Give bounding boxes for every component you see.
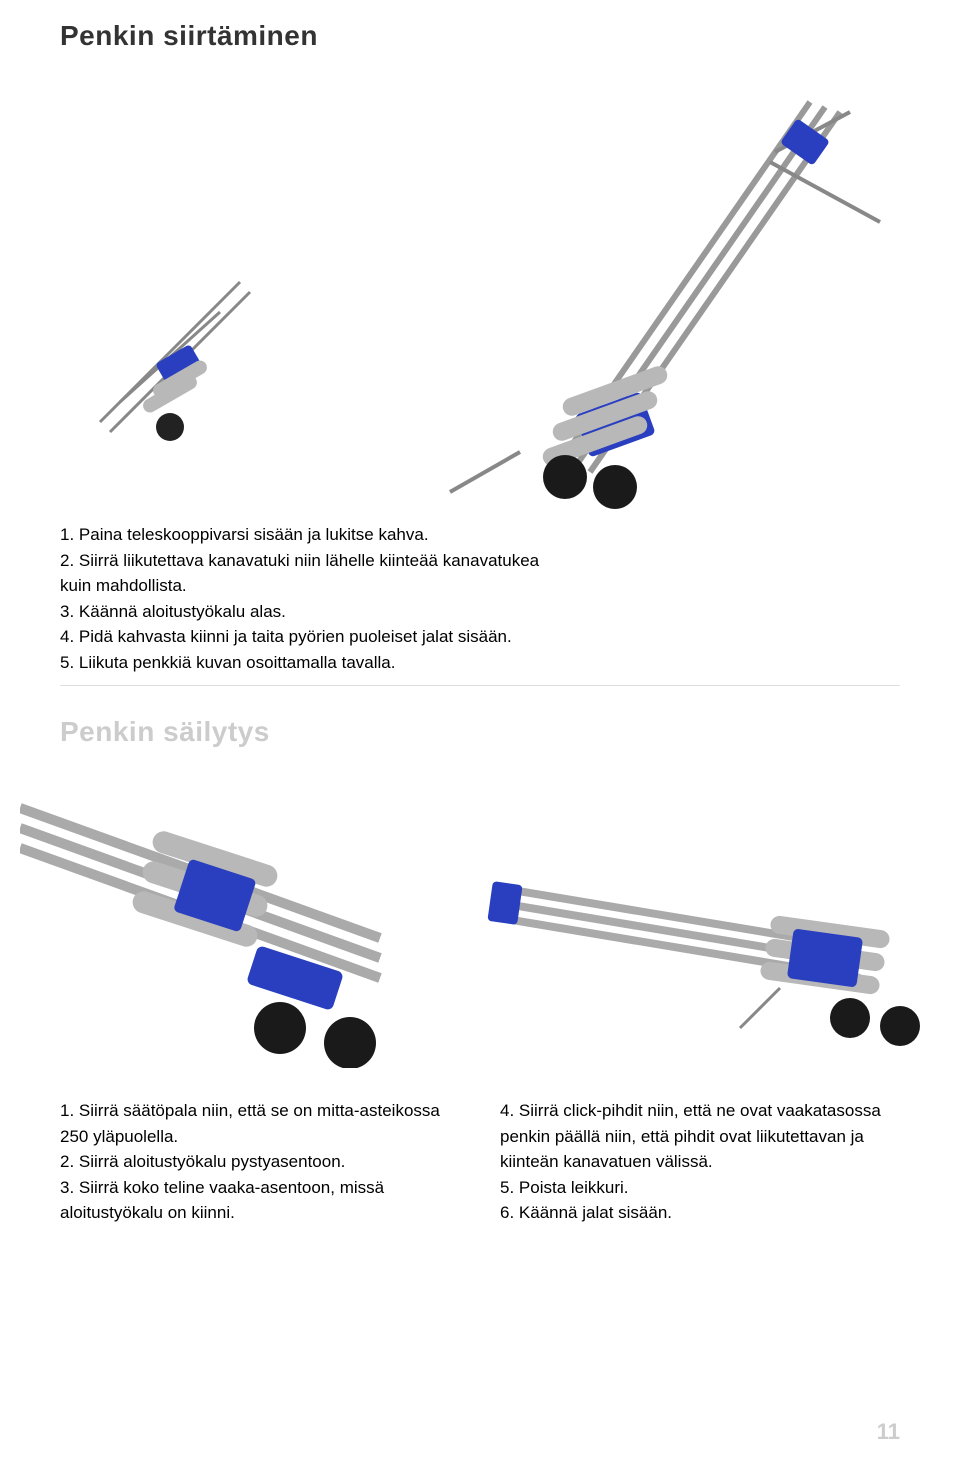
section-divider	[60, 685, 900, 686]
section1-title: Penkin siirtäminen	[60, 20, 900, 52]
section1-instructions: 1. Paina teleskooppivarsi sisään ja luki…	[60, 522, 540, 675]
step-1: 1. Paina teleskooppivarsi sisään ja luki…	[60, 522, 540, 548]
step2-2: 2. Siirrä aloitustyökalu pystyasentoon.	[60, 1149, 460, 1175]
step-2: 2. Siirrä liikutettava kanavatuki niin l…	[60, 548, 540, 599]
step-4: 4. Pidä kahvasta kiinni ja taita pyörien…	[60, 624, 540, 650]
step2-1: 1. Siirrä säätöpala niin, että se on mit…	[60, 1098, 460, 1149]
step-5: 5. Liikuta penkkiä kuvan osoittamalla ta…	[60, 650, 540, 676]
device-illustration-close	[20, 768, 460, 1068]
section2-instructions: 1. Siirrä säätöpala niin, että se on mit…	[60, 1098, 900, 1226]
device-illustration-tilted	[380, 72, 900, 512]
step2-3: 3. Siirrä koko teline vaaka-asentoon, mi…	[60, 1175, 460, 1226]
figure-area-2	[60, 768, 900, 1068]
section2-right-col: 4. Siirrä click-pihdit niin, että ne ova…	[500, 1098, 900, 1226]
step-3: 3. Käännä aloitustyökalu alas.	[60, 599, 540, 625]
figure-area-1	[60, 72, 900, 502]
step2-6: 6. Käännä jalat sisään.	[500, 1200, 900, 1226]
page-number: 11	[877, 1419, 900, 1445]
step2-4: 4. Siirrä click-pihdit niin, että ne ova…	[500, 1098, 900, 1175]
section2-left-col: 1. Siirrä säätöpala niin, että se on mit…	[60, 1098, 460, 1226]
device-illustration-flat	[480, 828, 940, 1048]
device-illustration-folded	[60, 222, 320, 482]
step2-5: 5. Poista leikkuri.	[500, 1175, 900, 1201]
section2-title: Penkin säilytys	[60, 716, 900, 748]
